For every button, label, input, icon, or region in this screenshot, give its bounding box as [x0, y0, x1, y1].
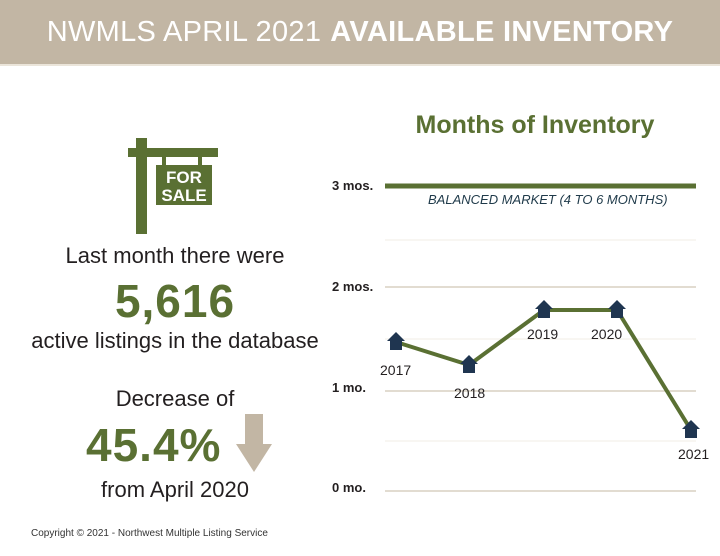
y-tick-0: 0 mo. [332, 480, 366, 495]
house-icon [460, 355, 478, 373]
house-markers [387, 300, 700, 438]
y-tick-3: 3 mos. [332, 178, 374, 193]
listings-caption: active listings in the database [31, 328, 319, 353]
house-icon [535, 300, 553, 318]
x-label-2017: 2017 [380, 362, 412, 378]
x-label-2021: 2021 [678, 446, 710, 462]
house-icon [682, 420, 700, 438]
balanced-market-label: BALANCED MARKET (4 TO 6 MONTHS) [428, 192, 668, 207]
x-label-2020: 2020 [591, 326, 623, 342]
copyright: Copyright © 2021 - Northwest Multiple Li… [31, 528, 268, 539]
x-label-2018: 2018 [454, 385, 486, 401]
house-icon [387, 332, 405, 350]
y-tick-1: 1 mo. [332, 380, 366, 395]
page-header: NWMLS APRIL 2021 AVAILABLE INVENTORY [0, 0, 720, 64]
header-title-light: NWMLS APRIL 2021 [46, 15, 322, 48]
x-label-2019: 2019 [527, 326, 559, 342]
y-tick-2: 2 mos. [332, 279, 374, 294]
house-icon [608, 300, 626, 318]
header-title-bold: AVAILABLE INVENTORY [330, 15, 674, 48]
sign-line2: SALE [161, 186, 206, 205]
chart-title: Months of Inventory [415, 111, 655, 139]
listings-count: 5,616 [114, 275, 236, 327]
intro-text: Last month there were [65, 243, 285, 268]
sign-line1: FOR [166, 168, 202, 187]
change-percent: 45.4% [86, 419, 222, 471]
header-divider [0, 64, 720, 66]
down-arrow-icon [236, 414, 272, 472]
change-caption: from April 2020 [101, 477, 249, 502]
for-sale-sign-icon: FOR SALE [128, 138, 218, 234]
change-intro: Decrease of [115, 386, 235, 411]
